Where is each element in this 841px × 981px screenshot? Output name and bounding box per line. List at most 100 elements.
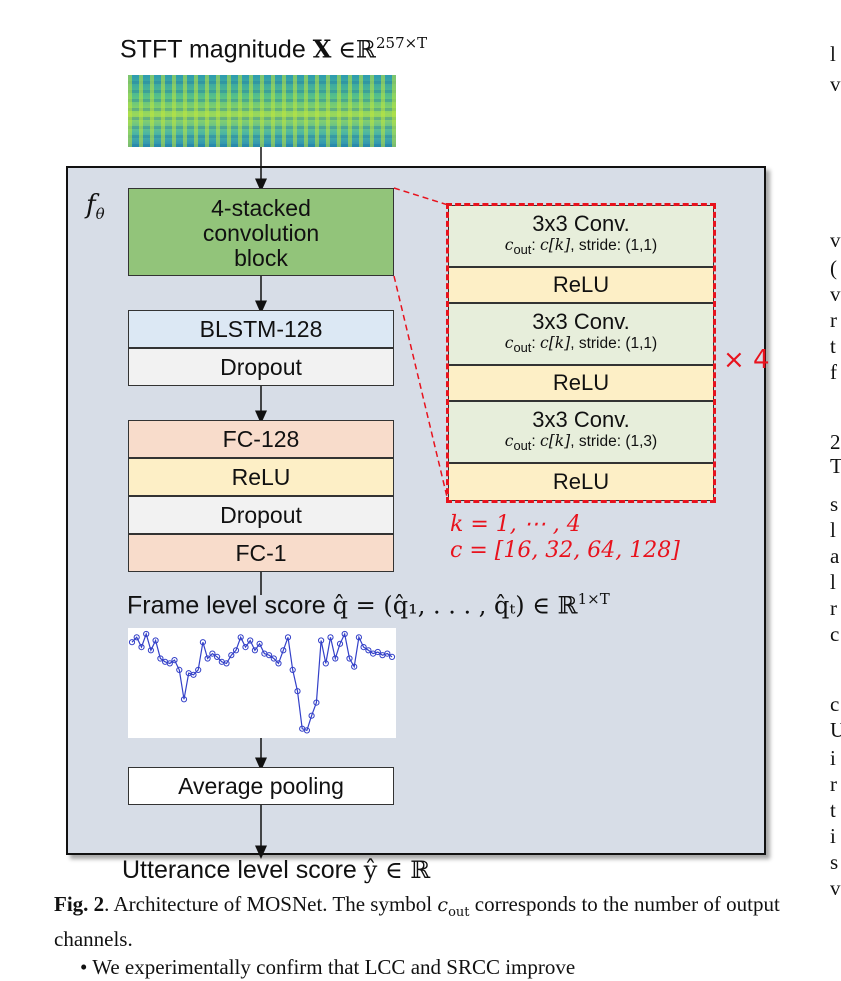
frame-score-point-10 <box>176 666 183 674</box>
right-column-letter: r <box>830 772 837 796</box>
frame-score-point-22 <box>232 647 240 654</box>
detail-conv-2-cvar: c[k] <box>540 334 571 352</box>
detail-conv-2-title: 3x3 Conv. <box>532 309 630 334</box>
right-column-letter: v <box>830 228 841 252</box>
detail-conv-3: 3x3 Conv. cout: c[k], stride: (1,3) <box>448 401 714 463</box>
frame-score-point-32 <box>280 647 287 654</box>
frame-score-point-25 <box>247 637 254 644</box>
right-column-letter: l <box>830 570 836 594</box>
frame-score-point-9 <box>171 656 178 664</box>
spectrogram-image <box>128 75 396 147</box>
detail-conv-1-stride: (1,1) <box>625 237 658 254</box>
frame-score-point-15 <box>199 639 207 646</box>
conv-block-line-1: 4-stacked <box>211 194 311 221</box>
caption-symbol-sub: out <box>448 905 470 921</box>
right-column-letter: i <box>830 746 836 770</box>
avgpool-block: Average pooling <box>128 767 394 805</box>
frame-score-point-4 <box>147 647 154 654</box>
right-column-letter: f <box>830 360 837 384</box>
detail-conv-3-cout: out <box>513 438 532 454</box>
right-column-letter: 2 <box>830 430 841 454</box>
right-column-letter: c <box>830 692 840 716</box>
detail-conv-2: 3x3 Conv. cout: c[k], stride: (1,1) <box>448 303 714 365</box>
utterance-score-label: Utterance level score ŷ ∈ ℝ <box>122 856 430 885</box>
detail-conv-1-stride-label: , stride: <box>570 237 622 254</box>
detail-conv-3-params: cout: c[k], stride: (1,3) <box>504 432 658 454</box>
frame-score-point-5 <box>152 637 159 644</box>
frame-score-point-11 <box>180 696 188 703</box>
blstm-block: BLSTM-128 <box>128 310 394 348</box>
detail-conv-3-title: 3x3 Conv. <box>532 407 630 432</box>
frame-score-point-17 <box>209 650 216 657</box>
frame-score-point-26 <box>251 647 259 654</box>
right-column-letter: t <box>830 798 836 822</box>
right-column-letter: v <box>830 72 841 96</box>
frame-score-point-50 <box>365 647 372 654</box>
frame-score-point-13 <box>190 671 197 678</box>
frame-score-point-24 <box>242 644 249 651</box>
right-column-letter: v <box>830 876 841 900</box>
frame-score-point-18 <box>214 653 221 660</box>
right-column-letter: l <box>830 518 836 542</box>
fc128-block: FC-128 <box>128 420 394 458</box>
frame-score-point-44 <box>336 640 344 647</box>
conv-block: 4-stacked convolution block <box>128 188 394 276</box>
frame-score-point-37 <box>303 727 310 734</box>
right-column-letter: i <box>830 824 836 848</box>
input-label: STFT magnitude X ∈ℝ257×T <box>120 34 427 64</box>
detail-conv-2-params: cout: c[k], stride: (1,1) <box>504 334 658 356</box>
repeat-label: × 4 <box>723 345 770 375</box>
right-column-letter: T <box>830 454 841 478</box>
frame-score-plot <box>128 628 396 738</box>
frame-score-point-31 <box>275 660 282 667</box>
frame-score-point-41 <box>322 660 329 667</box>
right-column-letter: v <box>830 282 841 306</box>
frame-score-point-0 <box>128 639 136 646</box>
input-dims: 257×T <box>375 34 428 52</box>
model-symbol: fθ <box>86 190 105 223</box>
input-label-text: STFT magnitude <box>120 35 306 64</box>
frame-score-expr: q̂ = (q̂₁, . . . , q̂ₜ) ∈ ℝ <box>332 591 578 620</box>
frame-score-point-46 <box>346 655 353 662</box>
detail-conv-2-stride-label: , stride: <box>570 335 622 352</box>
right-column-letter: l <box>830 42 836 66</box>
frame-score-point-6 <box>157 655 164 662</box>
right-column-letter: r <box>830 308 837 332</box>
detail-relu-1: ReLU <box>448 267 714 303</box>
input-variable: X <box>312 34 332 64</box>
k-range-label: k = 1, ⋯ , 4 <box>450 512 581 537</box>
detail-relu-2: ReLU <box>448 365 714 401</box>
frame-score-point-39 <box>313 699 320 706</box>
frame-score-point-34 <box>289 666 296 674</box>
frame-score-point-29 <box>266 652 273 659</box>
conv-block-line-2: convolution <box>202 219 320 246</box>
frame-score-point-42 <box>327 634 334 641</box>
frame-score-point-8 <box>166 660 173 667</box>
detail-conv-1-params: cout: c[k], stride: (1,1) <box>504 236 658 258</box>
detail-conv-1-cvar: c[k] <box>540 236 571 254</box>
frame-score-point-27 <box>256 640 263 647</box>
frame-score-series <box>131 632 393 732</box>
frame-score-point-43 <box>332 655 339 662</box>
frame-score-point-20 <box>223 660 230 667</box>
frame-score-line <box>128 630 396 734</box>
frame-score-point-1 <box>133 634 140 641</box>
bullet-text: • We experimentally confirm that LCC and… <box>80 955 576 979</box>
c-list-label: c = [16, 32, 64, 128] <box>450 538 680 563</box>
detail-conv-3-cvar: c[k] <box>540 432 571 450</box>
detail-conv-3-stride: (1,3) <box>625 433 658 450</box>
dropout-block-1: Dropout <box>128 348 394 386</box>
frame-score-point-45 <box>341 630 348 638</box>
dropout-block-2: Dropout <box>128 496 394 534</box>
input-space: ℝ <box>356 35 376 64</box>
frame-score-point-23 <box>237 634 244 641</box>
frame-score-point-54 <box>384 650 391 657</box>
relu-block: ReLU <box>128 458 394 496</box>
right-column-letter: U <box>830 718 841 742</box>
fc1-block: FC-1 <box>128 534 394 572</box>
caption-text-b: corresponds to the number of output chan… <box>54 892 780 952</box>
right-column-letter: t <box>830 334 836 358</box>
detail-conv-2-cout: out <box>513 340 532 356</box>
caption-text-a: . Architecture of MOSNet. The symbol <box>104 892 438 916</box>
